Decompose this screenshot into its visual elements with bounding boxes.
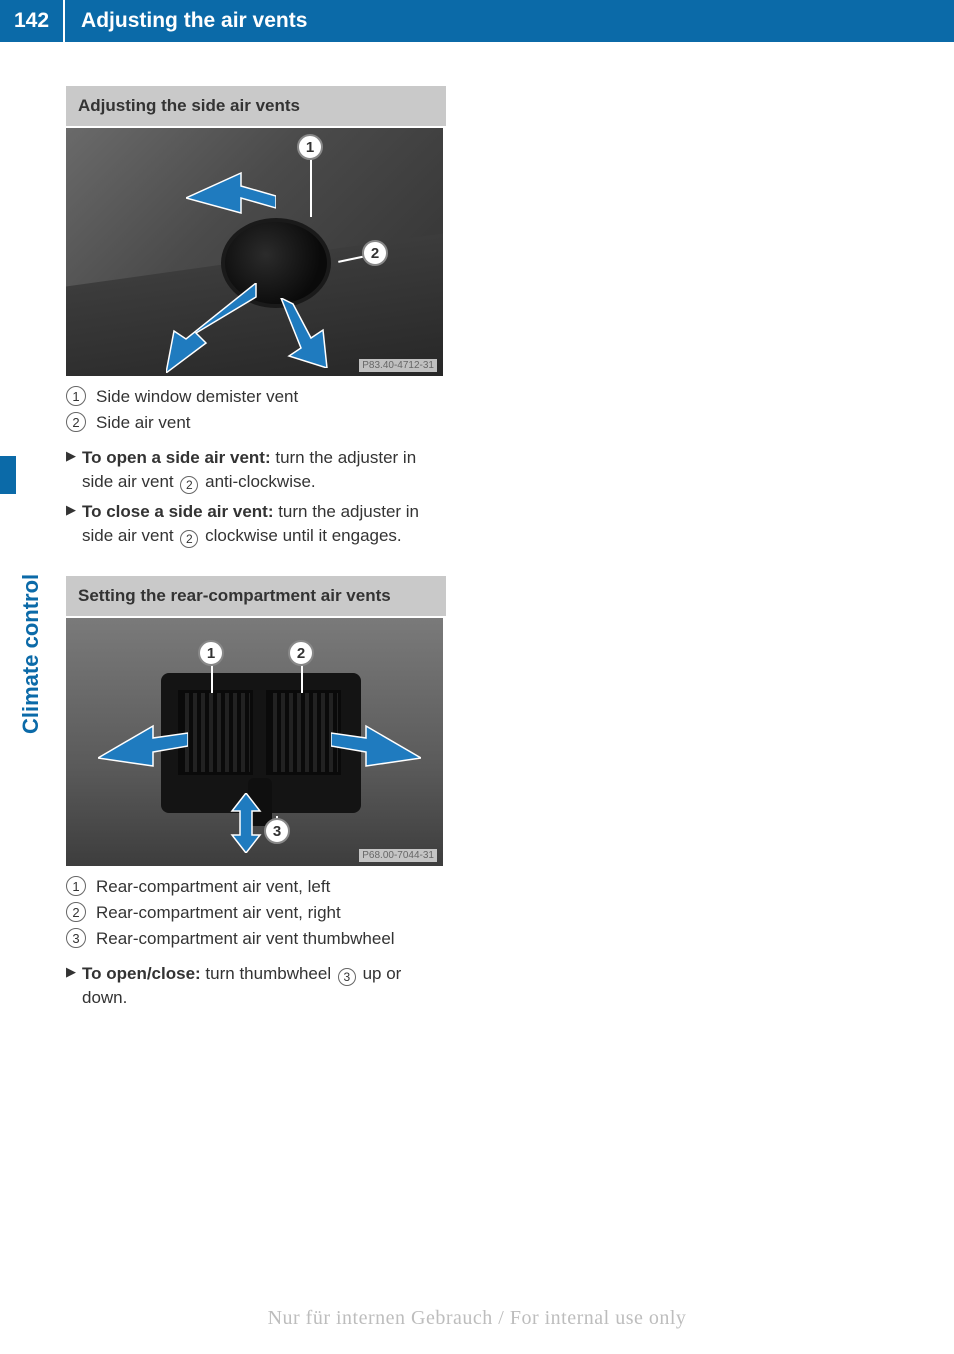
page-title: Adjusting the air vents [63,0,954,42]
side-tab-accent-bar [0,456,16,494]
vertical-arrow-icon [226,793,266,853]
section-heading-rear-vents: Setting the rear-compartment air vents [66,576,446,616]
triangle-bullet-icon: ▶ [66,446,82,464]
instruction-item: ▶ To open/close: turn thumbwheel 3 up or… [66,962,446,1010]
instruction-bold-lead: To close a side air vent: [82,502,273,521]
figure-rear-air-vents: 1 2 3 P68.00-7044-31 [66,618,443,866]
instruction-text: To close a side air vent: turn the adjus… [82,500,446,548]
legend-list-rear-vents: 1 Rear-compartment air vent, left 2 Rear… [66,876,446,950]
instruction-text: To open a side air vent: turn the adjust… [82,446,446,494]
callout-number: 1 [306,139,314,156]
legend-text: Rear-compartment air vent, left [96,876,330,898]
legend-marker-icon: 3 [66,928,86,948]
instruction-fragment: anti-clockwise. [200,472,315,491]
callout-leader-line [301,663,303,693]
callout-number: 1 [207,645,215,662]
instruction-bold-lead: To open/close: [82,964,201,983]
legend-item: 1 Rear-compartment air vent, left [66,876,446,898]
inline-reference-marker: 2 [180,530,198,548]
figure2-illustration: 1 2 3 [66,618,443,866]
page-number: 142 [0,0,63,42]
callout-number: 2 [371,245,379,262]
callout-marker-2: 2 [288,640,314,666]
figure-reference-code: P68.00-7044-31 [359,849,437,862]
airflow-arrow-icon [271,298,341,368]
footer-watermark: Nur für internen Gebrauch / For internal… [0,1307,954,1330]
legend-item: 2 Rear-compartment air vent, right [66,902,446,924]
legend-text: Rear-compartment air vent thumbwheel [96,928,395,950]
callout-marker-1: 1 [297,134,323,160]
side-tab-label: Climate control [18,574,44,734]
figure-side-air-vents: 1 2 P83.40-4712-31 [66,128,443,376]
legend-text: Rear-compartment air vent, right [96,902,341,924]
airflow-arrow-icon [186,168,276,223]
callout-marker-1: 1 [198,640,224,666]
legend-marker-icon: 2 [66,902,86,922]
page-header: 142 Adjusting the air vents [0,0,954,42]
instruction-list-rear-vents: ▶ To open/close: turn thumbwheel 3 up or… [66,962,446,1010]
legend-item: 1 Side window demister vent [66,386,446,408]
callout-number: 2 [297,645,305,662]
section-heading-side-vents: Adjusting the side air vents [66,86,446,126]
inline-reference-marker: 3 [338,968,356,986]
instruction-list-side-vents: ▶ To open a side air vent: turn the adju… [66,446,446,548]
airflow-arrow-icon [166,283,266,373]
instruction-item: ▶ To open a side air vent: turn the adju… [66,446,446,494]
callout-marker-2: 2 [362,240,388,266]
legend-marker-icon: 1 [66,386,86,406]
instruction-bold-lead: To open a side air vent: [82,448,271,467]
legend-marker-icon: 1 [66,876,86,896]
main-content: Adjusting the side air vents 1 2 P83.40-… [66,86,446,1010]
instruction-fragment: turn thumbwheel [201,964,336,983]
airflow-arrow-icon [98,718,188,773]
figure1-illustration: 1 2 [66,128,443,376]
legend-text: Side air vent [96,412,191,434]
rear-vent-left-shape [178,690,253,775]
instruction-item: ▶ To close a side air vent: turn the adj… [66,500,446,548]
legend-text: Side window demister vent [96,386,298,408]
airflow-arrow-icon [331,718,421,773]
rear-vent-right-shape [266,690,341,775]
legend-item: 2 Side air vent [66,412,446,434]
callout-number: 3 [273,823,281,840]
instruction-text: To open/close: turn thumbwheel 3 up or d… [82,962,446,1010]
instruction-fragment: clockwise until it engages. [200,526,401,545]
triangle-bullet-icon: ▶ [66,500,82,518]
inline-reference-marker: 2 [180,476,198,494]
callout-marker-3: 3 [264,818,290,844]
triangle-bullet-icon: ▶ [66,962,82,980]
legend-marker-icon: 2 [66,412,86,432]
legend-item: 3 Rear-compartment air vent thumbwheel [66,928,446,950]
figure-reference-code: P83.40-4712-31 [359,359,437,372]
legend-list-side-vents: 1 Side window demister vent 2 Side air v… [66,386,446,434]
callout-leader-line [211,663,213,693]
